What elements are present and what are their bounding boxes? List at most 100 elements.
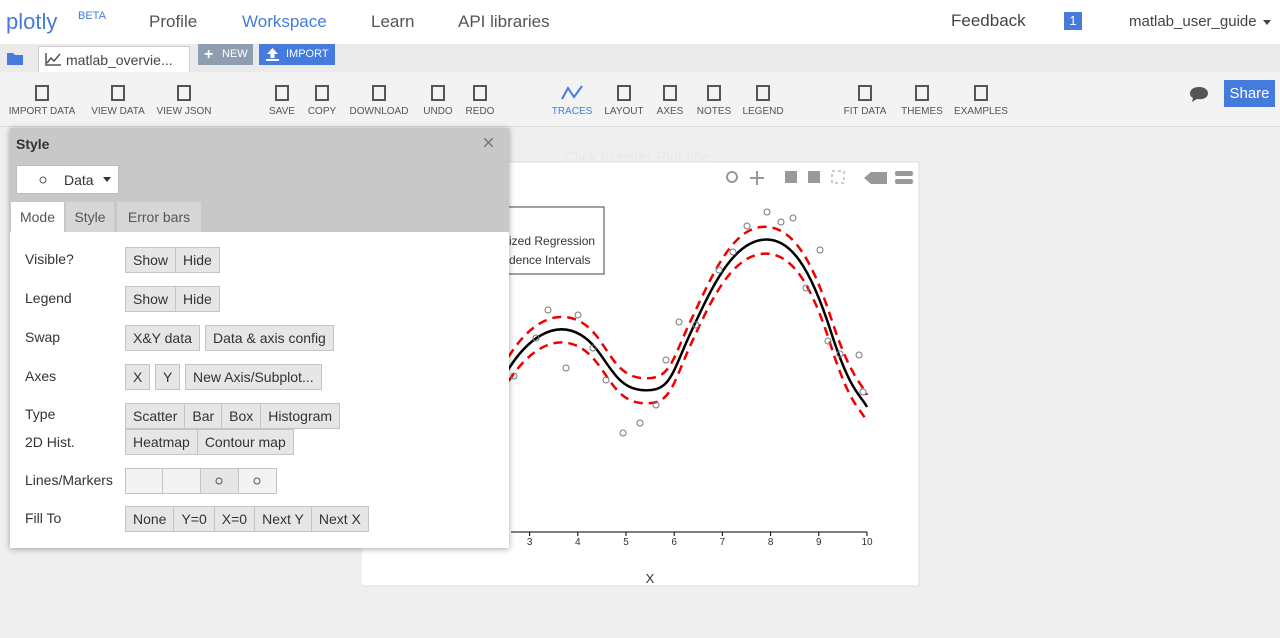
- lines-markers-option[interactable]: [201, 468, 239, 494]
- upper-bound: [499, 225, 869, 396]
- tab-bar: matlab_overvie... + NEW IMPORT: [0, 44, 1280, 73]
- option-button[interactable]: Show: [125, 286, 177, 312]
- option-button[interactable]: Hide: [176, 286, 220, 312]
- toolbar-label: EXAMPLES: [954, 106, 1008, 117]
- legend-entry[interactable]: ized Regression: [509, 234, 595, 248]
- autoscale-icon[interactable]: [831, 170, 845, 184]
- new-label: NEW: [222, 48, 248, 60]
- option-button[interactable]: Y: [155, 364, 181, 390]
- zoom-icon[interactable]: [726, 171, 738, 183]
- toolbar-button[interactable]: UNDO: [398, 84, 478, 117]
- option-button[interactable]: Histogram: [261, 403, 341, 429]
- pan-icon[interactable]: [750, 171, 764, 185]
- x-axis-title[interactable]: X: [646, 571, 655, 586]
- toolbar-label: AXES: [656, 106, 684, 117]
- toolbar-label: NOTES: [696, 106, 732, 117]
- toolbar-button[interactable]: VIEW DATA: [78, 84, 158, 117]
- import-button[interactable]: IMPORT: [259, 44, 335, 65]
- close-button[interactable]: [484, 138, 493, 147]
- marker-symbol: [253, 477, 261, 485]
- toolbar-icon: [372, 85, 386, 101]
- lines-markers-option[interactable]: [125, 468, 163, 494]
- option-button[interactable]: None: [125, 506, 175, 532]
- option-button[interactable]: Show: [125, 247, 177, 273]
- zoom-out-icon[interactable]: [808, 171, 820, 183]
- share-button[interactable]: Share: [1224, 80, 1275, 107]
- option-button[interactable]: Data & axis config: [205, 325, 334, 351]
- toolbar-icon: [275, 85, 289, 101]
- toolbar-button[interactable]: REDO: [440, 84, 520, 117]
- toolbar-button[interactable]: COPY: [282, 84, 362, 117]
- observations: [510, 208, 867, 437]
- compare-icon-2[interactable]: [895, 179, 913, 184]
- icon-shape: [473, 85, 487, 101]
- file-tab[interactable]: matlab_overvie...: [38, 46, 190, 73]
- toolbar-button[interactable]: LAYOUT: [584, 84, 664, 117]
- toolbar-button[interactable]: AXES: [630, 84, 710, 117]
- toolbar-icon: [35, 85, 49, 101]
- panel-tab[interactable]: Error bars: [117, 202, 201, 232]
- toolbar-button[interactable]: EXAMPLES: [941, 84, 1021, 117]
- toolbar-button[interactable]: TRACES: [532, 84, 612, 117]
- comment-icon[interactable]: [1189, 86, 1209, 103]
- icon-shape: [617, 85, 631, 101]
- option-button[interactable]: Contour map: [197, 429, 294, 455]
- option-button[interactable]: Hide: [176, 247, 220, 273]
- option-button[interactable]: X&Y data: [125, 325, 200, 351]
- lines-markers-option[interactable]: [239, 468, 277, 494]
- toolbar-button[interactable]: NOTES: [674, 84, 754, 117]
- toolbar-button[interactable]: DOWNLOAD: [339, 84, 419, 117]
- option-button[interactable]: X=0: [214, 506, 256, 532]
- nav-link[interactable]: Workspace: [242, 12, 327, 31]
- option-button[interactable]: Next X: [311, 506, 369, 532]
- user-menu[interactable]: matlab_user_guide: [1129, 13, 1257, 30]
- toolbar-button[interactable]: IMPORT DATA: [2, 84, 82, 117]
- row-label: Legend: [25, 290, 72, 306]
- lower-bound: [499, 252, 869, 423]
- toolbar-button[interactable]: VIEW JSON: [144, 84, 224, 117]
- plot-title[interactable]: Click to enter Plot title: [564, 150, 709, 166]
- trace-name: Data: [64, 172, 94, 188]
- toolbar-icon: [858, 85, 872, 101]
- notification-badge[interactable]: 1: [1064, 12, 1082, 30]
- compare-icon[interactable]: [895, 171, 913, 176]
- option-button[interactable]: Scatter: [125, 403, 186, 429]
- top-nav: plotly BETA Profile Workspace Learn API lib…: [0, 0, 1280, 45]
- option-button[interactable]: X: [125, 364, 151, 390]
- legend-entry[interactable]: dence Intervals: [509, 253, 590, 267]
- toolbar-button[interactable]: SAVE: [242, 84, 322, 117]
- option-button[interactable]: Bar: [185, 403, 223, 429]
- zoom-in-icon[interactable]: [785, 171, 797, 183]
- logo[interactable]: plotly: [6, 9, 58, 34]
- toolbar-button[interactable]: FIT DATA: [825, 84, 905, 117]
- nav-link[interactable]: Profile: [149, 12, 198, 31]
- toolbar-label: LEGEND: [742, 106, 784, 117]
- nav-link[interactable]: Learn: [371, 12, 415, 31]
- option-button[interactable]: Heatmap: [125, 429, 198, 455]
- nav-link[interactable]: API libraries: [458, 12, 550, 31]
- panel-tab[interactable]: Style: [66, 202, 114, 232]
- icon-shape: [561, 85, 583, 100]
- trace-dropdown[interactable]: Data: [16, 165, 119, 194]
- button-group: Y: [155, 364, 181, 390]
- chart-icon: [45, 53, 61, 66]
- x-tick-label: 5: [623, 537, 629, 548]
- option-button[interactable]: New Axis/Subplot...: [185, 364, 322, 390]
- button-group: Show Hide: [125, 286, 220, 312]
- toolbar-button[interactable]: LEGEND: [723, 84, 803, 117]
- toolbar-button[interactable]: THEMES: [882, 84, 962, 117]
- option-button[interactable]: Next Y: [255, 506, 312, 532]
- toolbar-label: SAVE: [269, 106, 295, 117]
- hover-icon[interactable]: [864, 172, 887, 184]
- folder-icon[interactable]: [7, 52, 23, 65]
- new-button[interactable]: + NEW: [198, 44, 253, 65]
- upload-icon: [266, 48, 279, 61]
- option-button[interactable]: Box: [222, 403, 262, 429]
- option-button[interactable]: Y=0: [174, 506, 215, 532]
- icon-shape: [35, 85, 49, 101]
- lines-markers-option[interactable]: [163, 468, 201, 494]
- icon-shape: [177, 85, 191, 101]
- toolbar-icon: [756, 85, 770, 101]
- feedback-link[interactable]: Feedback: [951, 11, 1026, 30]
- panel-tab[interactable]: Mode: [11, 202, 64, 232]
